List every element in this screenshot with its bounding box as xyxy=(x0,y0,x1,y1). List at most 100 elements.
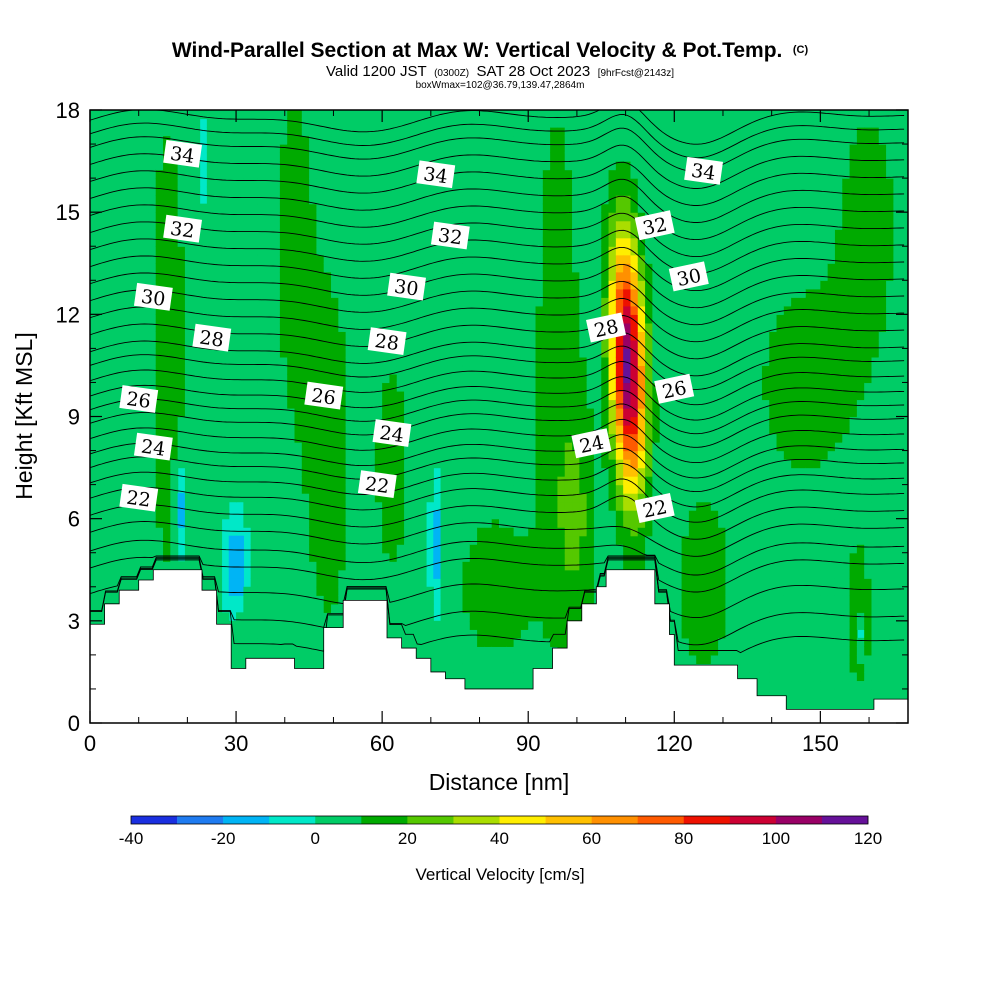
velocity-cell xyxy=(141,476,150,486)
velocity-cell xyxy=(557,161,566,171)
velocity-cell xyxy=(316,476,325,486)
velocity-cell xyxy=(506,382,515,392)
velocity-cell xyxy=(163,416,171,426)
velocity-cell xyxy=(557,433,566,443)
velocity-cell xyxy=(499,416,507,426)
velocity-cell xyxy=(309,203,318,213)
velocity-cell xyxy=(111,399,120,409)
velocity-cell xyxy=(469,569,478,579)
velocity-cell xyxy=(404,322,412,332)
velocity-cell xyxy=(97,331,106,341)
velocity-cell xyxy=(396,305,405,315)
velocity-cell xyxy=(513,493,522,503)
velocity-cell xyxy=(338,373,347,384)
velocity-cell xyxy=(279,595,288,605)
velocity-cell xyxy=(163,305,171,315)
velocity-cell xyxy=(528,152,537,162)
velocity-cell xyxy=(155,467,164,477)
velocity-cell xyxy=(447,203,456,213)
velocity-cell xyxy=(243,161,252,171)
velocity-cell xyxy=(104,476,113,486)
velocity-cell xyxy=(236,535,244,545)
velocity-cell xyxy=(331,561,339,571)
velocity-cell xyxy=(506,535,515,545)
velocity-cell xyxy=(586,595,595,605)
velocity-cell xyxy=(462,637,471,647)
velocity-cell xyxy=(484,544,493,554)
velocity-cell xyxy=(506,620,515,630)
velocity-cell xyxy=(418,561,427,571)
velocity-cell xyxy=(104,322,113,332)
velocity-cell xyxy=(593,407,602,418)
velocity-cell xyxy=(484,322,493,332)
velocity-cell xyxy=(279,527,288,537)
velocity-cell xyxy=(301,365,310,375)
velocity-cell xyxy=(316,493,325,503)
velocity-cell xyxy=(469,246,478,256)
velocity-cell xyxy=(557,118,566,128)
velocity-cell xyxy=(520,390,529,401)
velocity-cell xyxy=(564,569,573,579)
velocity-cell xyxy=(199,510,208,520)
velocity-cell xyxy=(447,382,456,392)
velocity-cell xyxy=(133,169,142,179)
velocity-cell xyxy=(272,254,281,264)
velocity-cell xyxy=(564,297,573,307)
velocity-cell xyxy=(374,544,383,554)
velocity-cell xyxy=(360,135,369,145)
velocity-cell xyxy=(499,390,507,401)
velocity-cell xyxy=(309,220,318,230)
velocity-cell xyxy=(506,518,515,528)
velocity-cell xyxy=(404,195,412,205)
velocity-cell xyxy=(97,544,106,554)
velocity-cell xyxy=(550,144,559,154)
velocity-cell xyxy=(513,152,522,162)
velocity-cell xyxy=(272,280,281,290)
velocity-cell xyxy=(316,467,325,477)
velocity-cell xyxy=(90,237,98,247)
velocity-cell xyxy=(90,459,98,469)
velocity-cell xyxy=(272,552,281,562)
velocity-cell xyxy=(404,407,412,418)
velocity-cell xyxy=(550,416,559,426)
velocity-cell xyxy=(301,646,310,656)
velocity-cell xyxy=(477,595,485,605)
velocity-cell xyxy=(542,254,551,264)
velocity-cell xyxy=(345,144,354,154)
velocity-cell xyxy=(323,433,332,443)
velocity-cell xyxy=(287,288,296,298)
velocity-cell xyxy=(352,237,361,247)
velocity-cell xyxy=(477,467,485,477)
velocity-cell xyxy=(418,348,427,358)
velocity-cell xyxy=(133,518,142,528)
velocity-cell xyxy=(184,322,193,332)
velocity-cell xyxy=(528,212,537,222)
velocity-cell xyxy=(484,152,493,162)
velocity-cell xyxy=(301,280,310,290)
velocity-cell xyxy=(279,399,288,409)
velocity-cell xyxy=(228,186,237,196)
velocity-cell xyxy=(141,544,150,554)
velocity-cell xyxy=(433,569,442,579)
velocity-cell xyxy=(528,671,537,682)
velocity-cell xyxy=(404,467,412,477)
velocity-cell xyxy=(484,390,493,401)
velocity-cell xyxy=(287,518,296,528)
velocity-cell xyxy=(360,450,369,460)
velocity-cell xyxy=(177,314,186,324)
velocity-cell xyxy=(564,450,573,460)
velocity-cell xyxy=(389,220,398,230)
velocity-cell xyxy=(111,144,120,154)
velocity-cell xyxy=(214,178,223,188)
velocity-cell xyxy=(418,135,427,145)
velocity-cell xyxy=(199,450,208,460)
velocity-cell xyxy=(148,271,157,281)
velocity-cell xyxy=(170,135,179,145)
velocity-cell xyxy=(257,288,266,298)
velocity-cell xyxy=(90,501,98,511)
velocity-cell xyxy=(411,399,420,409)
velocity-cell xyxy=(550,356,559,367)
velocity-cell xyxy=(382,390,391,401)
velocity-cell xyxy=(126,144,135,154)
velocity-cell xyxy=(418,595,427,605)
